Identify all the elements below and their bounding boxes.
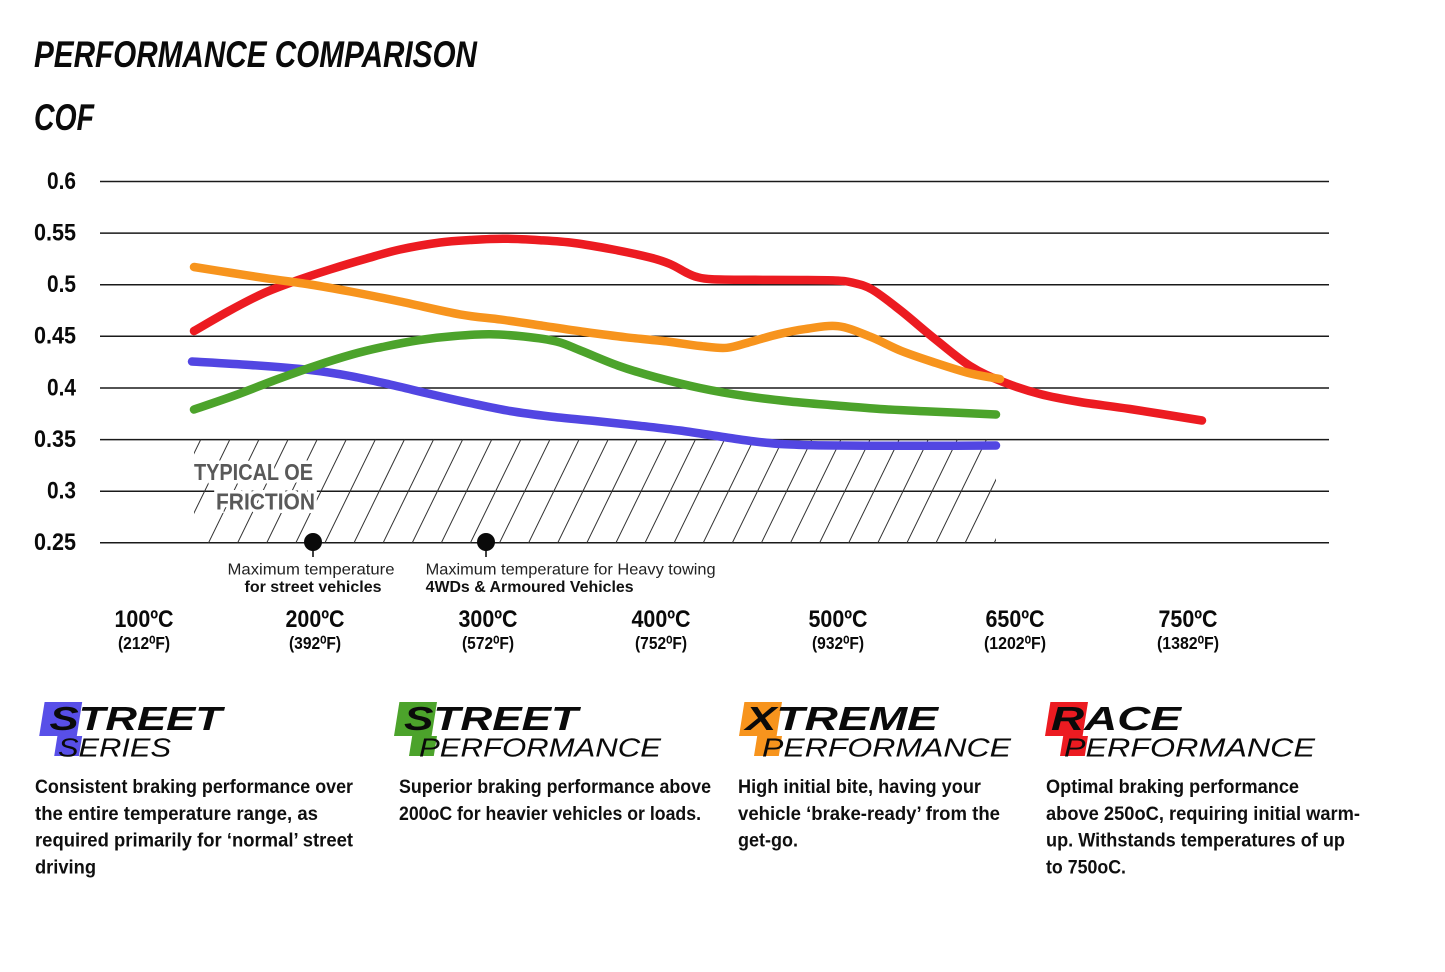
svg-text:4WDs & Armoured Vehicles: 4WDs & Armoured Vehicles	[426, 579, 634, 596]
svg-text:PERFORMANCE: PERFORMANCE	[762, 735, 1012, 763]
svg-text:Optimal braking performance: Optimal braking performance	[1046, 777, 1299, 798]
svg-text:200oC for heavier vehicles or: 200oC for heavier vehicles or loads.	[399, 804, 701, 825]
svg-text:get-go.: get-go.	[738, 831, 798, 852]
svg-text:0.45: 0.45	[34, 323, 76, 350]
svg-text:PERFORMANCE: PERFORMANCE	[419, 735, 662, 763]
svg-text:(392⁰F): (392⁰F)	[289, 633, 341, 653]
svg-text:(1202⁰F): (1202⁰F)	[984, 633, 1046, 653]
svg-text:STREET: STREET	[404, 700, 582, 737]
svg-text:(932⁰F): (932⁰F)	[812, 633, 864, 653]
svg-text:0.35: 0.35	[34, 426, 76, 453]
svg-text:(572⁰F): (572⁰F)	[462, 633, 514, 653]
svg-text:vehicle ‘brake-ready’ from the: vehicle ‘brake-ready’ from the	[738, 804, 1000, 825]
svg-text:0.3: 0.3	[47, 478, 76, 505]
svg-text:100ºC: 100ºC	[115, 606, 174, 633]
svg-text:0.6: 0.6	[47, 168, 76, 195]
svg-text:required primarily for ‘normal: required primarily for ‘normal’ street	[35, 831, 354, 852]
svg-text:High initial bite, having your: High initial bite, having your	[738, 777, 982, 798]
svg-text:SERIES: SERIES	[58, 735, 171, 763]
svg-text:RACE: RACE	[1051, 700, 1182, 737]
svg-text:driving: driving	[35, 857, 96, 878]
svg-text:750ºC: 750ºC	[1159, 606, 1218, 633]
svg-text:0.4: 0.4	[47, 374, 77, 401]
svg-text:FRICTION: FRICTION	[216, 489, 315, 515]
svg-text:(1382⁰F): (1382⁰F)	[1157, 633, 1219, 653]
svg-text:0.25: 0.25	[34, 529, 76, 556]
svg-text:TYPICAL OE: TYPICAL OE	[194, 459, 313, 485]
svg-text:STREET: STREET	[50, 700, 226, 737]
svg-text:(752⁰F): (752⁰F)	[635, 633, 687, 653]
svg-text:XTREME: XTREME	[743, 700, 940, 737]
svg-text:500ºC: 500ºC	[809, 606, 868, 633]
svg-text:Maximum temperature: Maximum temperature	[228, 562, 395, 579]
svg-text:to 750oC.: to 750oC.	[1046, 857, 1126, 878]
svg-text:above 250oC, requiring initial: above 250oC, requiring initial warm-	[1046, 804, 1360, 825]
svg-text:COF: COF	[34, 97, 95, 138]
svg-text:PERFORMANCE: PERFORMANCE	[1064, 735, 1316, 763]
svg-text:for street vehicles: for street vehicles	[245, 579, 382, 596]
svg-text:0.5: 0.5	[47, 271, 76, 298]
svg-text:0.55: 0.55	[34, 220, 76, 247]
svg-text:200ºC: 200ºC	[286, 606, 345, 633]
svg-text:650ºC: 650ºC	[986, 606, 1045, 633]
svg-text:400ºC: 400ºC	[632, 606, 691, 633]
svg-text:the entire temperature range,: the entire temperature range, as	[35, 804, 318, 825]
svg-text:up. Withstands temperatures of: up. Withstands temperatures of up	[1046, 831, 1345, 852]
svg-text:PERFORMANCE COMPARISON: PERFORMANCE COMPARISON	[34, 34, 478, 75]
svg-text:Superior braking performance a: Superior braking performance above	[399, 777, 711, 798]
svg-text:Maximum temperature for Heavy: Maximum temperature for Heavy towing	[426, 562, 716, 579]
svg-text:300ºC: 300ºC	[459, 606, 518, 633]
svg-text:(212⁰F): (212⁰F)	[118, 633, 170, 653]
svg-text:Consistent braking performance: Consistent braking performance over	[35, 777, 354, 798]
